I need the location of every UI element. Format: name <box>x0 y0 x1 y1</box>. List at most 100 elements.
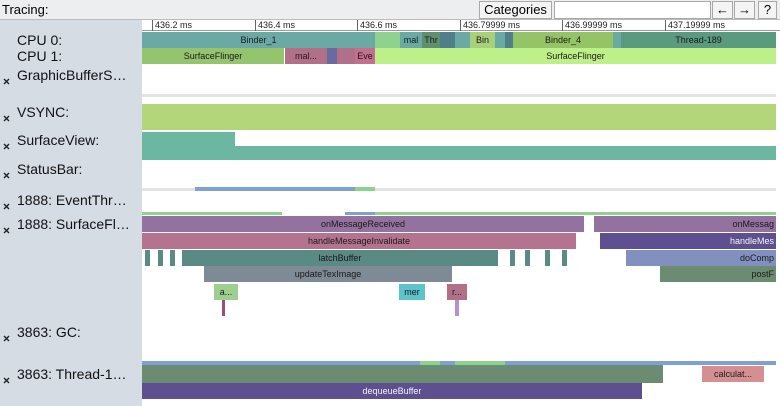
slice[interactable]: mal <box>400 32 422 48</box>
slice <box>327 48 337 64</box>
ruler-tick <box>255 20 256 31</box>
track-label: 1888: EventThr… <box>17 192 127 208</box>
close-icon <box>3 143 10 150</box>
ruler-tick <box>665 20 666 31</box>
slice <box>142 104 776 130</box>
slice[interactable]: calculat... <box>702 366 764 382</box>
close-track[interactable] <box>3 371 10 384</box>
close-icon <box>3 203 10 210</box>
slice[interactable]: latchBuffer <box>182 250 498 266</box>
track-label: StatusBar: <box>17 161 83 177</box>
slice <box>337 48 355 64</box>
slice <box>455 361 505 365</box>
close-icon <box>3 377 10 384</box>
slice <box>375 212 776 215</box>
slice <box>613 32 621 48</box>
slice <box>142 94 776 97</box>
slice <box>355 187 375 191</box>
ruler-label: 436.4 ms <box>258 20 296 30</box>
slice <box>145 250 150 266</box>
slice[interactable]: SurfaceFlinger <box>142 48 284 64</box>
ruler <box>142 20 780 31</box>
slice <box>525 250 530 266</box>
slice[interactable]: doComp <box>626 250 776 266</box>
slice <box>142 212 282 215</box>
close-track[interactable] <box>3 197 10 210</box>
slice <box>455 300 459 316</box>
prev-button[interactable]: ← <box>712 1 733 19</box>
slice <box>195 187 355 191</box>
slice[interactable]: SurfaceFlinger <box>375 48 776 64</box>
ruler-tick <box>152 20 153 31</box>
slice[interactable]: Thread-189 <box>621 32 776 48</box>
close-icon <box>3 78 10 85</box>
slice <box>440 32 455 48</box>
help-button[interactable]: ? <box>758 1 777 19</box>
slice <box>505 32 513 48</box>
slice[interactable]: handleMessageInvalidate <box>142 233 576 249</box>
slice <box>455 32 470 48</box>
close-icon <box>3 172 10 179</box>
close-icon <box>3 335 10 342</box>
slice[interactable]: Binder_1 <box>142 32 375 48</box>
ruler-label: 437.19999 ms <box>668 20 726 30</box>
slice <box>142 188 776 191</box>
slice <box>345 212 375 215</box>
slice[interactable]: Thr <box>422 32 440 48</box>
title: Tracing: <box>2 2 49 17</box>
slice[interactable]: r... <box>447 284 467 300</box>
slice[interactable]: a... <box>214 284 238 300</box>
slice[interactable]: onMessag <box>594 216 776 232</box>
slice <box>142 146 776 160</box>
track-label: 3863: GC: <box>17 324 81 340</box>
slice <box>222 300 225 316</box>
slice[interactable]: updateTexImage <box>204 266 452 282</box>
slice <box>545 250 550 266</box>
label-panel <box>0 20 142 406</box>
slice <box>158 250 163 266</box>
ruler-label: 436.79999 ms <box>463 20 521 30</box>
close-track[interactable] <box>3 72 10 85</box>
ruler-tick <box>562 20 563 31</box>
track-label: CPU 1: <box>17 48 63 64</box>
track-label: VSYNC: <box>17 104 70 120</box>
close-track[interactable] <box>3 166 10 179</box>
slice[interactable]: mer <box>399 284 425 300</box>
ruler-label: 436.2 ms <box>155 20 193 30</box>
slice[interactable]: postF <box>660 266 776 282</box>
close-track[interactable] <box>3 137 10 150</box>
ruler-label: 436.99999 ms <box>565 20 623 30</box>
close-icon <box>3 115 10 122</box>
slice <box>375 32 400 48</box>
ruler-label: 436.6 ms <box>360 20 398 30</box>
track-label: 3863: Thread-1… <box>17 366 127 382</box>
slice[interactable]: onMessageReceived <box>142 216 584 232</box>
slice[interactable]: Eve <box>355 48 375 64</box>
track-label: 1888: SurfaceFl… <box>17 216 130 232</box>
slice <box>420 361 440 365</box>
close-icon <box>3 227 10 234</box>
slice <box>170 250 175 266</box>
slice <box>510 250 515 266</box>
slice[interactable]: handleMes <box>600 233 776 249</box>
categories-button[interactable]: Categories <box>479 1 552 19</box>
slice <box>495 32 505 48</box>
ruler-tick <box>460 20 461 31</box>
track-label: CPU 0: <box>17 32 63 48</box>
slice[interactable]: mal... <box>285 48 327 64</box>
ruler-tick <box>357 20 358 31</box>
close-track[interactable] <box>3 329 10 342</box>
slice <box>142 365 663 383</box>
slice <box>142 132 235 146</box>
search-input[interactable] <box>554 1 711 19</box>
close-track[interactable] <box>3 109 10 122</box>
slice[interactable]: Binder_4 <box>513 32 613 48</box>
slice[interactable]: dequeueBuffer <box>142 383 642 399</box>
slice <box>562 250 567 266</box>
track-label: GraphicBufferS… <box>17 67 127 83</box>
next-button[interactable]: → <box>734 1 755 19</box>
track-label: SurfaceView: <box>17 132 100 148</box>
close-track[interactable] <box>3 221 10 234</box>
slice[interactable]: Bin <box>470 32 495 48</box>
